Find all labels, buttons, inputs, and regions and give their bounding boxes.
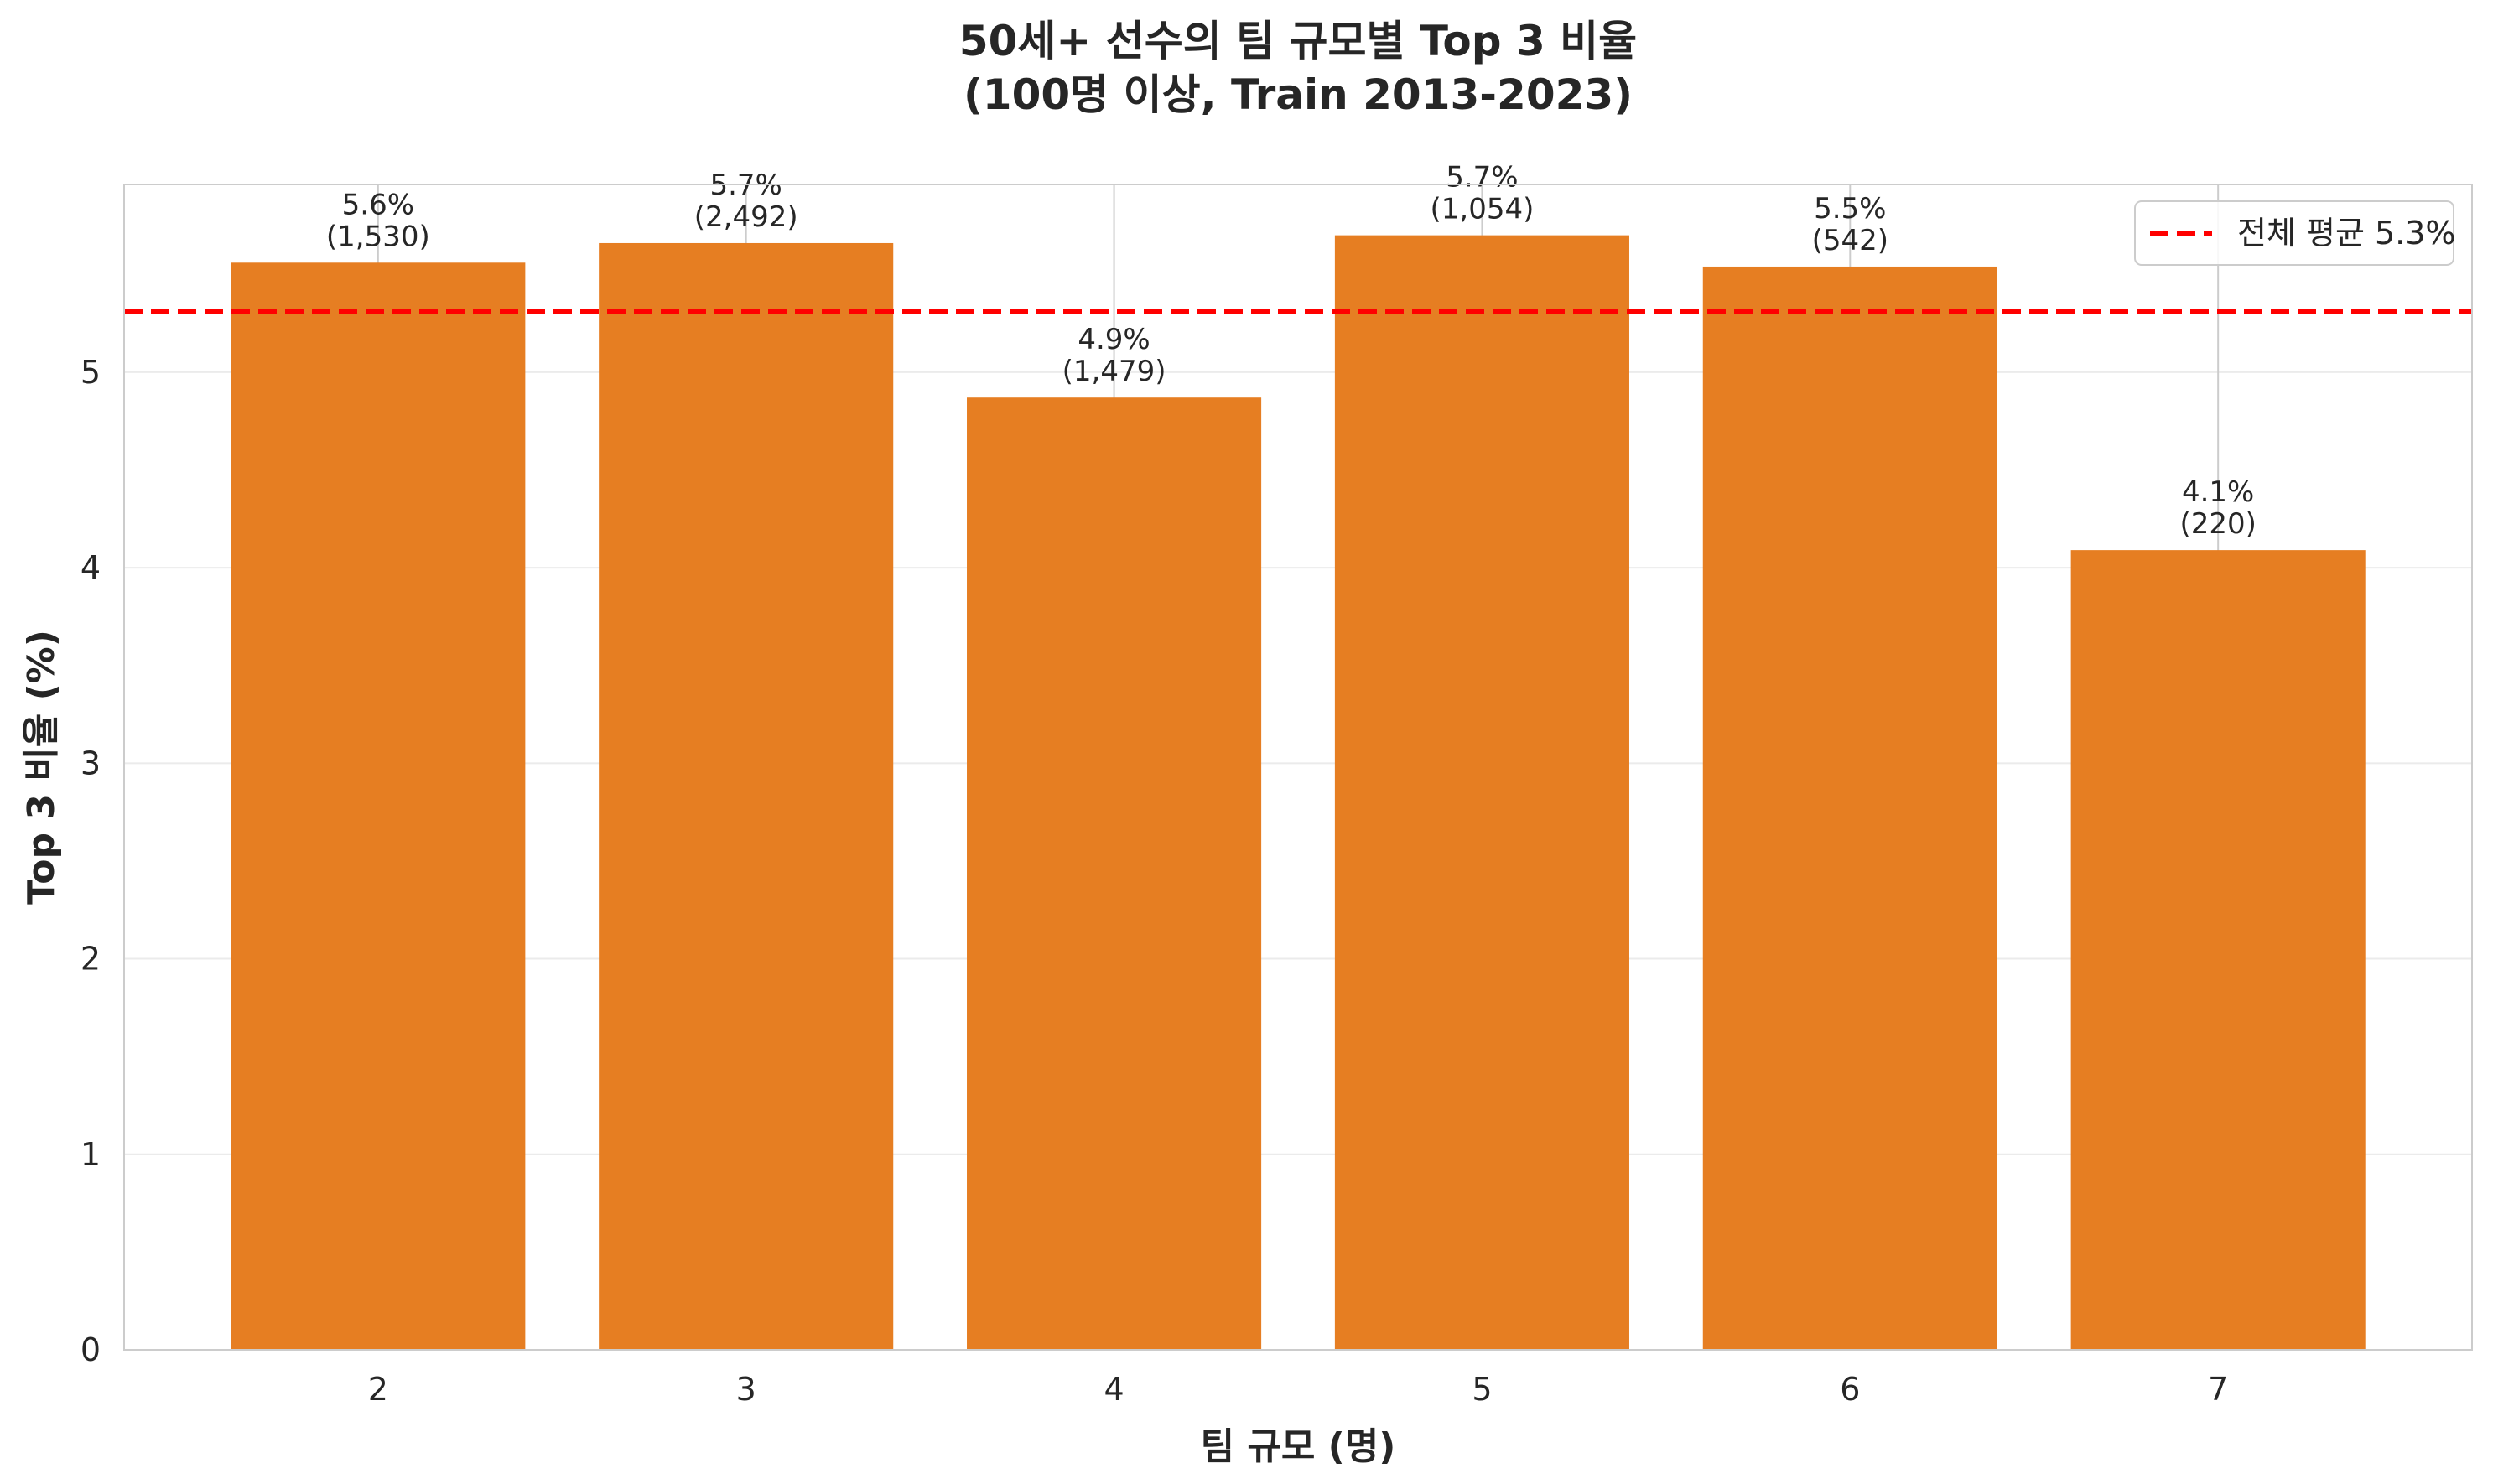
plot-frame	[123, 184, 2473, 1351]
bar-label-2-2: (1,530)	[326, 220, 430, 253]
bar-6	[1702, 266, 1997, 1351]
chart-title-line-2: (100명 이상, Train 2013-2023)	[963, 70, 1633, 119]
bar-label-4-1: 4.9%	[1078, 323, 1150, 356]
x-axis-label: 팀 규모 (명)	[1201, 1425, 1396, 1468]
bar-label-5-2: (1,054)	[1430, 193, 1534, 226]
bar-label-2-1: 5.6%	[342, 188, 414, 221]
y-tick-0: 0	[81, 1331, 101, 1368]
bar-4	[967, 397, 1262, 1350]
legend-box	[2134, 200, 2454, 266]
chart-title: 50세+ 선수의 팀 규모별 Top 3 비율 (100명 이상, Train 2…	[959, 17, 1637, 119]
bar-label-7-2: (220)	[2179, 507, 2256, 541]
y-tick-2: 2	[81, 941, 101, 978]
y-tick-3: 3	[81, 745, 101, 781]
x-tick-4: 4	[1104, 1371, 1124, 1408]
y-axis-label: Top 3 비율 (%)	[20, 630, 63, 905]
bar-7	[2070, 550, 2366, 1350]
bar-label-3-2: (2,492)	[694, 200, 798, 234]
bar-labels: 5.6%(1,530)5.7%(2,492)4.9%(1,479)5.7%(1,…	[326, 161, 2257, 541]
x-tick-3: 3	[736, 1371, 756, 1408]
y-tick-4: 4	[81, 549, 101, 586]
bar-label-7-1: 4.1%	[2182, 475, 2254, 509]
legend: 전체 평균 5.3%	[2134, 200, 2456, 266]
bar-3	[599, 242, 894, 1350]
chart-title-line-1: 50세+ 선수의 팀 규모별 Top 3 비율	[959, 17, 1637, 65]
bar-2	[231, 262, 526, 1351]
bar-label-6-2: (542)	[1812, 224, 1888, 257]
bar-5	[1334, 235, 1629, 1350]
x-tick-7: 7	[2208, 1371, 2228, 1408]
bars	[231, 235, 2366, 1351]
y-tick-1: 1	[81, 1136, 101, 1173]
y-axis-ticks: 0 1 2 3 4 5	[81, 354, 101, 1368]
y-tick-5: 5	[81, 354, 101, 391]
x-axis-ticks: 2 3 4 5 6 7	[368, 1371, 2229, 1408]
x-tick-6: 6	[1840, 1371, 1860, 1408]
x-tick-2: 2	[368, 1371, 388, 1408]
bar-label-6-1: 5.5%	[1814, 192, 1886, 226]
bar-label-4-2: (1,479)	[1062, 355, 1166, 388]
x-tick-5: 5	[1472, 1371, 1492, 1408]
bar-label-5-1: 5.7%	[1446, 161, 1518, 195]
legend-label: 전체 평균 5.3%	[2237, 215, 2456, 252]
